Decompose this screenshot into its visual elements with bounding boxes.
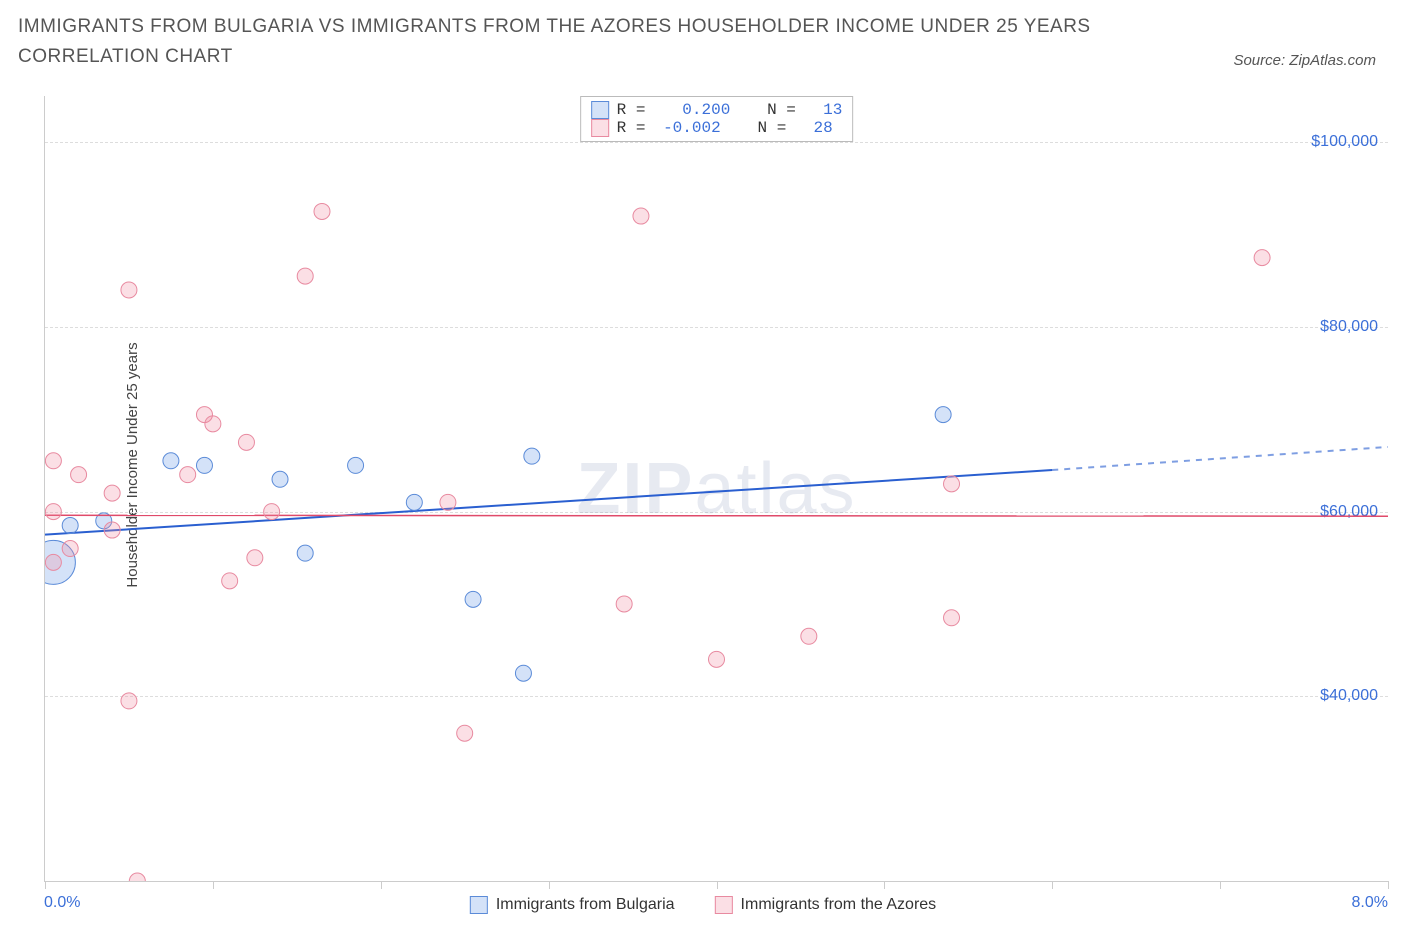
data-point xyxy=(440,494,456,510)
data-point xyxy=(1254,250,1270,266)
legend-label: Immigrants from the Azores xyxy=(741,896,937,914)
scatter-svg xyxy=(45,96,1388,881)
data-point xyxy=(62,541,78,557)
data-point xyxy=(62,517,78,533)
x-tick xyxy=(549,881,550,889)
bottom-legend: Immigrants from Bulgaria Immigrants from … xyxy=(470,896,936,914)
trend-line xyxy=(45,515,1388,516)
corr-r-value: -0.002 xyxy=(663,119,721,137)
trend-line xyxy=(45,470,1052,535)
data-point xyxy=(45,453,61,469)
x-tick xyxy=(1052,881,1053,889)
legend-swatch-icon xyxy=(591,101,609,119)
corr-r-label: R = xyxy=(617,119,655,137)
correlation-legend-box: R = 0.200 N = 13R = -0.002 N = 28 xyxy=(580,96,854,142)
legend-swatch-icon xyxy=(591,119,609,137)
data-point xyxy=(297,545,313,561)
data-point xyxy=(180,467,196,483)
source-credit: Source: ZipAtlas.com xyxy=(1233,52,1376,69)
data-point xyxy=(524,448,540,464)
data-point xyxy=(633,208,649,224)
chart-title: IMMIGRANTS FROM BULGARIA VS IMMIGRANTS F… xyxy=(18,12,1146,73)
legend-item: Immigrants from Bulgaria xyxy=(470,896,675,914)
data-point xyxy=(272,471,288,487)
data-point xyxy=(238,434,254,450)
legend-swatch-icon xyxy=(715,896,733,914)
data-point xyxy=(616,596,632,612)
x-axis-min-label: 0.0% xyxy=(44,894,80,912)
data-point xyxy=(801,628,817,644)
data-point xyxy=(104,485,120,501)
x-tick xyxy=(45,881,46,889)
legend-label: Immigrants from Bulgaria xyxy=(496,896,675,914)
x-axis-max-label: 8.0% xyxy=(1352,894,1388,912)
correlation-row: R = -0.002 N = 28 xyxy=(591,119,843,137)
data-point xyxy=(515,665,531,681)
data-point xyxy=(45,504,61,520)
chart-plot-area: ZIPatlas R = 0.200 N = 13R = -0.002 N = … xyxy=(44,96,1388,882)
data-point xyxy=(348,457,364,473)
x-tick xyxy=(1220,881,1221,889)
data-point xyxy=(121,282,137,298)
corr-n-value: 28 xyxy=(804,119,833,137)
data-point xyxy=(71,467,87,483)
x-tick xyxy=(717,881,718,889)
data-point xyxy=(465,591,481,607)
data-point xyxy=(297,268,313,284)
data-point xyxy=(406,494,422,510)
data-point xyxy=(129,873,145,881)
data-point xyxy=(264,504,280,520)
corr-n-value: 13 xyxy=(814,101,843,119)
data-point xyxy=(222,573,238,589)
data-point xyxy=(121,693,137,709)
trend-line-extrapolated xyxy=(1052,447,1388,470)
data-point xyxy=(163,453,179,469)
data-point xyxy=(709,651,725,667)
data-point xyxy=(935,407,951,423)
data-point xyxy=(314,203,330,219)
x-tick xyxy=(213,881,214,889)
corr-n-label: N = xyxy=(729,119,796,137)
corr-n-label: N = xyxy=(738,101,805,119)
x-tick xyxy=(1388,881,1389,889)
data-point xyxy=(457,725,473,741)
x-tick xyxy=(381,881,382,889)
corr-r-value: 0.200 xyxy=(663,101,730,119)
data-point xyxy=(205,416,221,432)
x-tick xyxy=(884,881,885,889)
data-point xyxy=(944,476,960,492)
legend-item: Immigrants from the Azores xyxy=(715,896,937,914)
data-point xyxy=(196,457,212,473)
data-point xyxy=(104,522,120,538)
legend-swatch-icon xyxy=(470,896,488,914)
correlation-row: R = 0.200 N = 13 xyxy=(591,101,843,119)
data-point xyxy=(944,610,960,626)
data-point xyxy=(45,554,61,570)
corr-r-label: R = xyxy=(617,101,655,119)
data-point xyxy=(247,550,263,566)
